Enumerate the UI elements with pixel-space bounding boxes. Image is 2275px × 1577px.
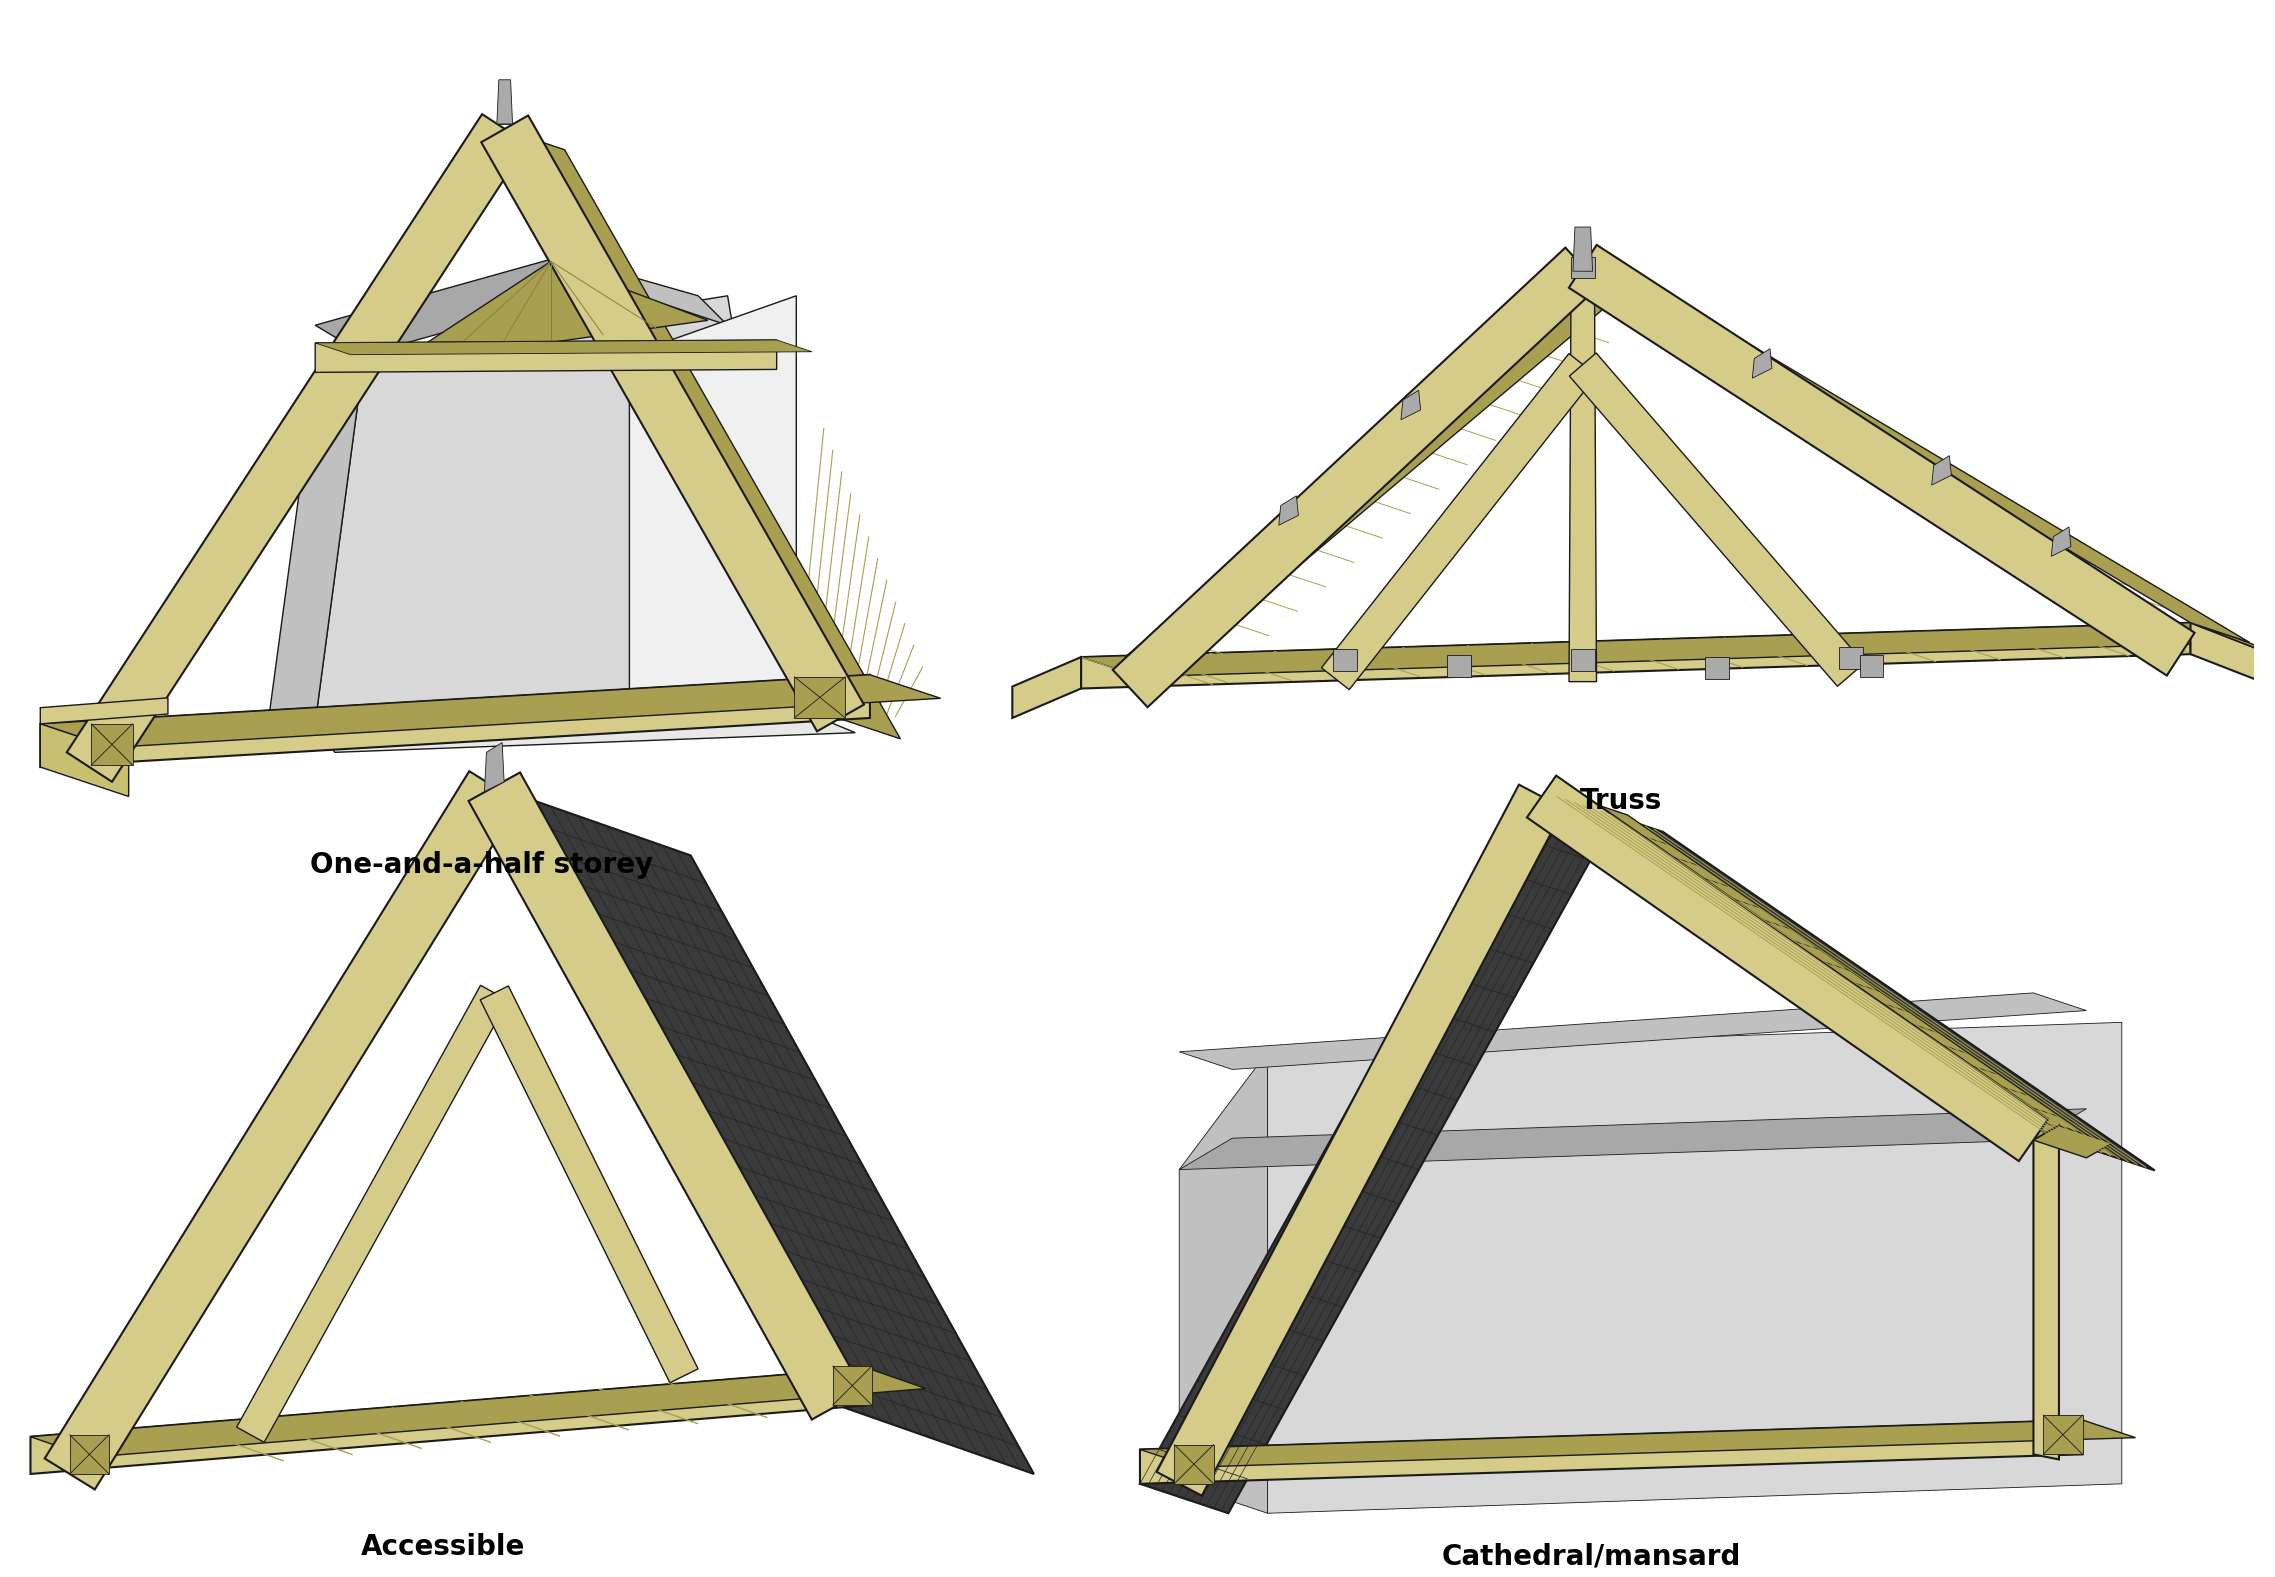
Polygon shape xyxy=(1279,495,1299,525)
Polygon shape xyxy=(91,724,132,765)
Polygon shape xyxy=(316,296,796,722)
Polygon shape xyxy=(1140,1419,2136,1467)
Polygon shape xyxy=(1570,296,1597,681)
Polygon shape xyxy=(1178,1052,1267,1514)
Polygon shape xyxy=(1527,776,2048,1161)
Polygon shape xyxy=(1333,650,1356,670)
Polygon shape xyxy=(1267,1022,2123,1514)
Polygon shape xyxy=(1081,623,2250,677)
Polygon shape xyxy=(316,257,610,355)
Polygon shape xyxy=(1174,1445,1213,1484)
Polygon shape xyxy=(560,257,728,325)
Polygon shape xyxy=(1447,654,1472,677)
Polygon shape xyxy=(41,699,168,724)
Polygon shape xyxy=(1572,257,1595,278)
Polygon shape xyxy=(41,675,940,747)
Polygon shape xyxy=(482,115,864,732)
Polygon shape xyxy=(1178,1454,2086,1501)
Polygon shape xyxy=(1931,456,1952,486)
Polygon shape xyxy=(30,1367,926,1457)
Polygon shape xyxy=(1556,792,2120,1159)
Polygon shape xyxy=(1570,353,1863,686)
Polygon shape xyxy=(485,743,505,792)
Polygon shape xyxy=(1592,267,2250,642)
Polygon shape xyxy=(316,341,776,372)
Polygon shape xyxy=(1572,227,1592,271)
Polygon shape xyxy=(1859,654,1884,677)
Polygon shape xyxy=(494,787,1033,1474)
Polygon shape xyxy=(41,724,130,796)
Polygon shape xyxy=(1570,244,2195,675)
Polygon shape xyxy=(394,262,708,364)
Polygon shape xyxy=(494,126,901,740)
Text: One-and-a-half storey: One-and-a-half storey xyxy=(309,850,653,878)
Polygon shape xyxy=(1156,785,1565,1495)
Polygon shape xyxy=(630,296,796,708)
Polygon shape xyxy=(1126,262,1640,673)
Polygon shape xyxy=(316,341,812,355)
Text: Truss: Truss xyxy=(1579,787,1663,815)
Polygon shape xyxy=(1704,658,1729,678)
Polygon shape xyxy=(496,80,512,125)
Polygon shape xyxy=(66,114,528,782)
Polygon shape xyxy=(469,773,862,1419)
Polygon shape xyxy=(30,1367,867,1474)
Polygon shape xyxy=(1752,349,1772,378)
Polygon shape xyxy=(1178,1109,2086,1170)
Polygon shape xyxy=(1401,390,1420,419)
Polygon shape xyxy=(2191,623,2275,673)
Polygon shape xyxy=(2034,1126,2059,1459)
Polygon shape xyxy=(480,986,698,1383)
Polygon shape xyxy=(1081,623,2191,689)
Polygon shape xyxy=(1140,796,1608,1514)
Polygon shape xyxy=(1178,994,2086,1069)
Polygon shape xyxy=(1572,650,1595,670)
Polygon shape xyxy=(833,1366,871,1405)
Polygon shape xyxy=(41,675,869,766)
Polygon shape xyxy=(1140,1419,2082,1484)
Polygon shape xyxy=(71,1435,109,1474)
Polygon shape xyxy=(1112,248,1599,706)
Polygon shape xyxy=(1838,647,1863,669)
Polygon shape xyxy=(237,986,507,1443)
Polygon shape xyxy=(1012,658,1081,718)
Text: Cathedral/mansard: Cathedral/mansard xyxy=(1442,1542,1740,1571)
Polygon shape xyxy=(316,708,855,752)
Polygon shape xyxy=(2043,1415,2082,1454)
Polygon shape xyxy=(2052,527,2070,557)
Polygon shape xyxy=(2034,1126,2111,1158)
Polygon shape xyxy=(2191,623,2275,689)
Polygon shape xyxy=(266,355,364,738)
Polygon shape xyxy=(1556,796,2154,1170)
Polygon shape xyxy=(46,771,519,1489)
Polygon shape xyxy=(794,677,846,718)
Polygon shape xyxy=(1322,353,1597,689)
Text: Accessible: Accessible xyxy=(362,1533,526,1561)
